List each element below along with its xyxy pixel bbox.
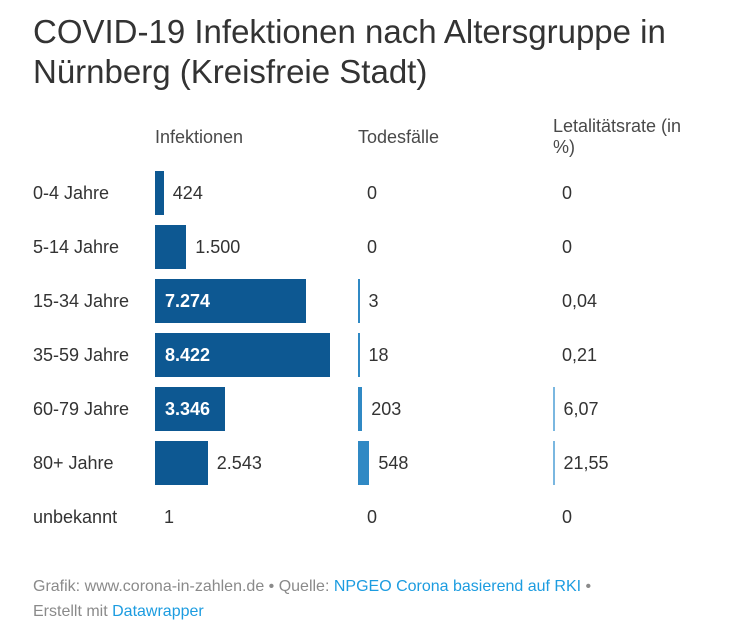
todesfaelle-cell: 0 xyxy=(358,166,553,220)
infektionen-cell: 1.500 xyxy=(155,220,358,274)
letalitaet-cell: 0 xyxy=(553,220,707,274)
letalitaet-value: 6,07 xyxy=(563,398,599,419)
todesfaelle-bar xyxy=(358,441,370,485)
column-header-infektionen: Infektionen xyxy=(155,126,244,147)
letalitaet-bar xyxy=(553,387,555,431)
infektionen-value: 424 xyxy=(172,182,203,203)
infektionen-cell: 424 xyxy=(155,166,358,220)
todesfaelle-cell: 3 xyxy=(358,274,553,328)
todesfaelle-bar xyxy=(358,387,363,431)
row-label: 80+ Jahre xyxy=(33,452,114,473)
todesfaelle-value: 3 xyxy=(368,290,379,311)
todesfaelle-value: 18 xyxy=(368,344,389,365)
column-header-todesfaelle: Todesfälle xyxy=(358,126,440,147)
todesfaelle-value: 548 xyxy=(378,452,409,473)
infektionen-bar xyxy=(155,387,225,431)
table-row: 5-14 Jahre 1.500 0 0 xyxy=(33,220,707,274)
infektionen-cell: 7.274 xyxy=(155,274,358,328)
infektionen-value: 7.274 xyxy=(165,290,211,311)
letalitaet-cell: 21,55 xyxy=(553,436,707,490)
letalitaet-value: 0 xyxy=(562,236,573,257)
letalitaet-value: 21,55 xyxy=(563,452,609,473)
datawrapper-link[interactable]: Datawrapper xyxy=(112,603,204,620)
source-link[interactable]: NPGEO Corona basierend auf RKI xyxy=(333,578,582,595)
bar-table: Infektionen Todesfälle Letalitätsrate (i… xyxy=(33,114,707,544)
table-row: 60-79 Jahre 3.346 203 6,07 xyxy=(33,382,707,436)
infektionen-value: 3.346 xyxy=(165,398,211,419)
table-row: 15-34 Jahre 7.274 3 0,04 xyxy=(33,274,707,328)
infektionen-value: 1 xyxy=(164,506,175,527)
todesfaelle-bar xyxy=(358,279,360,323)
table-header-row: Infektionen Todesfälle Letalitätsrate (i… xyxy=(33,114,707,160)
todesfaelle-value: 0 xyxy=(367,182,378,203)
table-row: 0-4 Jahre 424 0 0 xyxy=(33,166,707,220)
letalitaet-cell: 6,07 xyxy=(553,382,707,436)
row-label: 5-14 Jahre xyxy=(33,236,120,257)
infektionen-bar xyxy=(155,333,330,377)
infektionen-bar xyxy=(155,441,208,485)
footer-prefix: Grafik: www.corona-in-zahlen.de • Quelle… xyxy=(33,578,334,595)
column-header-letalitaetsrate: Letalitätsrate (in %) xyxy=(553,116,682,157)
infektionen-value: 1.500 xyxy=(195,236,241,257)
row-label: 0-4 Jahre xyxy=(33,182,110,203)
infektionen-cell: 8.422 xyxy=(155,328,358,382)
row-label: 35-59 Jahre xyxy=(33,344,130,365)
letalitaet-value: 0 xyxy=(562,506,573,527)
letalitaet-value: 0 xyxy=(562,182,573,203)
infektionen-cell: 2.543 xyxy=(155,436,358,490)
letalitaet-cell: 0,21 xyxy=(553,328,707,382)
letalitaet-value: 0,04 xyxy=(562,290,598,311)
footer-line2-prefix: Erstellt mit xyxy=(33,603,113,620)
row-label: unbekannt xyxy=(33,506,118,527)
todesfaelle-cell: 0 xyxy=(358,220,553,274)
infektionen-value: 8.422 xyxy=(165,344,211,365)
table-row: unbekannt 1 0 0 xyxy=(33,490,707,544)
todesfaelle-cell: 0 xyxy=(358,490,553,544)
todesfaelle-cell: 548 xyxy=(358,436,553,490)
todesfaelle-value: 203 xyxy=(371,398,402,419)
infektionen-cell: 1 xyxy=(155,490,358,544)
infektionen-bar xyxy=(155,279,307,323)
infektionen-value: 2.543 xyxy=(216,452,262,473)
table-row: 80+ Jahre 2.543 548 21,55 xyxy=(33,436,707,490)
todesfaelle-cell: 203 xyxy=(358,382,553,436)
letalitaet-cell: 0 xyxy=(553,490,707,544)
letalitaet-bar xyxy=(553,441,555,485)
infektionen-cell: 3.346 xyxy=(155,382,358,436)
row-label: 60-79 Jahre xyxy=(33,398,130,419)
todesfaelle-value: 0 xyxy=(367,506,378,527)
table-row: 35-59 Jahre 8.422 18 0,21 xyxy=(33,328,707,382)
footer: Grafik: www.corona-in-zahlen.de • Quelle… xyxy=(33,574,707,624)
footer-separator: • xyxy=(581,578,592,595)
infektionen-bar xyxy=(155,225,187,269)
chart-title: COVID-19 Infektionen nach Altersgruppe i… xyxy=(33,13,666,90)
row-label: 15-34 Jahre xyxy=(33,290,130,311)
infektionen-bar xyxy=(155,171,164,215)
table-body: 0-4 Jahre 424 0 0 5-14 Jahre 1.500 0 0 15-34 Jah… xyxy=(33,166,707,544)
letalitaet-cell: 0,04 xyxy=(553,274,707,328)
todesfaelle-bar xyxy=(358,333,360,377)
letalitaet-cell: 0 xyxy=(553,166,707,220)
todesfaelle-value: 0 xyxy=(367,236,378,257)
letalitaet-value: 0,21 xyxy=(562,344,598,365)
todesfaelle-cell: 18 xyxy=(358,328,553,382)
